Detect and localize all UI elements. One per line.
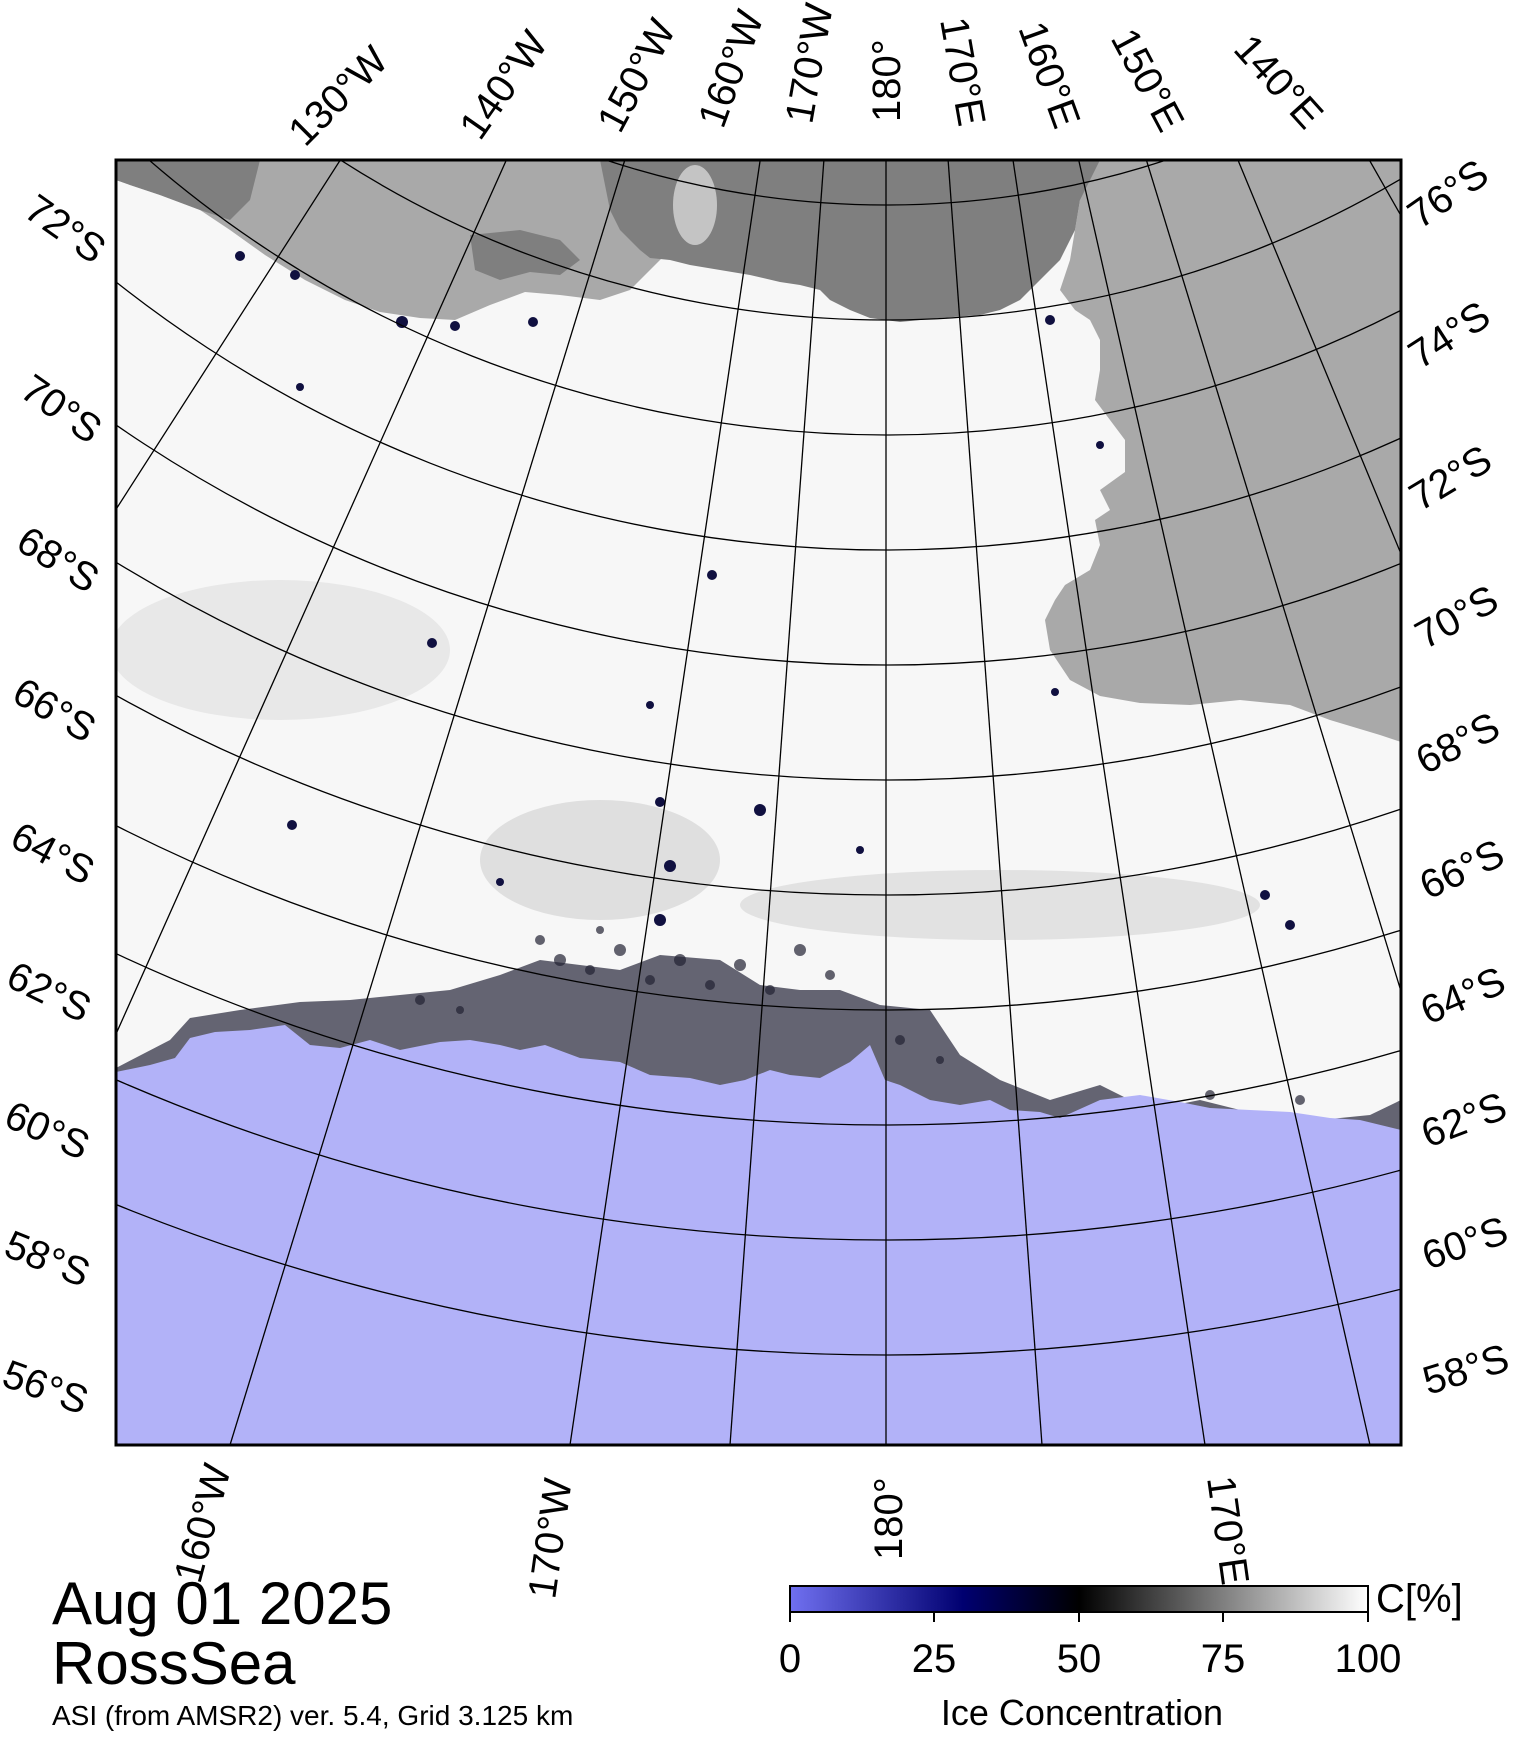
lon-label: 160°W — [166, 1459, 240, 1587]
lat-label: 72°S — [1402, 437, 1499, 520]
colorbar-tick-label: 50 — [1057, 1637, 1102, 1681]
lon-label: 150°W — [589, 12, 685, 139]
lon-label: 160°W — [690, 5, 773, 134]
colorbar-title: Ice Concentration — [941, 1692, 1223, 1733]
lat-label: 58°S — [0, 1223, 96, 1296]
lat-label: 64°S — [1414, 959, 1511, 1034]
lat-label: 72°S — [17, 186, 114, 272]
low-concentration-band — [480, 800, 720, 920]
lon-label: 170°W — [778, 0, 842, 127]
lat-label: 74°S — [1401, 293, 1498, 377]
lat-label: 58°S — [1418, 1336, 1514, 1404]
lon-label: 170°W — [520, 1476, 580, 1602]
lon-label: 150°E — [1102, 22, 1192, 139]
lon-label: 170°E — [1198, 1473, 1257, 1587]
roosevelt-island — [673, 165, 717, 245]
low-concentration-band — [740, 870, 1260, 940]
colorbar-unit: C[%] — [1376, 1577, 1463, 1621]
latitude-circles — [116, 160, 1401, 1356]
low-concentration-band — [116, 580, 450, 720]
lon-label: 180° — [865, 39, 909, 122]
lat-label: 66°S — [6, 670, 103, 752]
map-region: RossSea — [52, 1630, 296, 1697]
low-ice-spots — [235, 251, 1295, 930]
ice-scatter-field — [415, 926, 1305, 1105]
colorbar-ramp — [789, 1585, 1369, 1613]
open-ocean — [116, 1025, 1401, 1445]
lat-label: 76°S — [1400, 151, 1497, 237]
lat-label: 62°S — [0, 954, 98, 1032]
colorbar-tick-label: 25 — [912, 1637, 957, 1681]
coastal-ice-shelf — [116, 160, 260, 220]
colorbar-ticks — [789, 1612, 1369, 1622]
lat-label: 70°S — [13, 366, 110, 452]
lat-label: 62°S — [1415, 1084, 1512, 1156]
lat-label: 68°S — [9, 518, 106, 602]
colorbar-tick-label: 0 — [779, 1637, 801, 1681]
colorbar-tick-label: 100 — [1335, 1637, 1402, 1681]
data-source-note: ASI (from AMSR2) ver. 5.4, Grid 3.125 km — [52, 1700, 574, 1731]
lon-label: 180° — [867, 1477, 911, 1560]
lat-label: 60°S — [1417, 1209, 1514, 1279]
map-date: Aug 01 2025 — [52, 1570, 393, 1637]
lat-label: 60°S — [0, 1093, 96, 1169]
map-frame — [114, 158, 1403, 1447]
lon-label: 170°E — [931, 14, 993, 129]
longitude-meridians — [116, 160, 1401, 1445]
lat-label: 70°S — [1408, 577, 1506, 658]
lon-label: 130°W — [280, 38, 396, 154]
lat-label: 64°S — [4, 814, 102, 894]
lat-label: 66°S — [1413, 831, 1511, 908]
lon-label: 140°E — [1225, 27, 1331, 138]
lon-label: 140°W — [451, 23, 556, 147]
colorbar-tick-label: 75 — [1201, 1637, 1246, 1681]
lat-label: 56°S — [0, 1352, 94, 1423]
colorbar: C[%] 0 25 50 75 100 Ice Concentration — [779, 1577, 1463, 1733]
lon-label: 160°E — [1010, 16, 1089, 134]
lat-label: 68°S — [1409, 704, 1507, 783]
